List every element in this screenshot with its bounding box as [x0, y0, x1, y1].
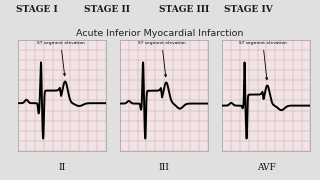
- Text: II: II: [58, 163, 65, 172]
- Text: ST segment elevation: ST segment elevation: [138, 41, 186, 77]
- Text: AVF: AVF: [257, 163, 276, 172]
- Text: STAGE I: STAGE I: [16, 4, 58, 14]
- Text: STAGE III: STAGE III: [159, 4, 209, 14]
- Text: Acute Inferior Myocardial Infarction: Acute Inferior Myocardial Infarction: [76, 29, 244, 38]
- Text: ST segment elevation: ST segment elevation: [37, 41, 84, 76]
- Text: ST segment elevation: ST segment elevation: [239, 41, 287, 80]
- Text: III: III: [159, 163, 169, 172]
- Text: STAGE II: STAGE II: [84, 4, 130, 14]
- Text: STAGE IV: STAGE IV: [224, 4, 272, 14]
